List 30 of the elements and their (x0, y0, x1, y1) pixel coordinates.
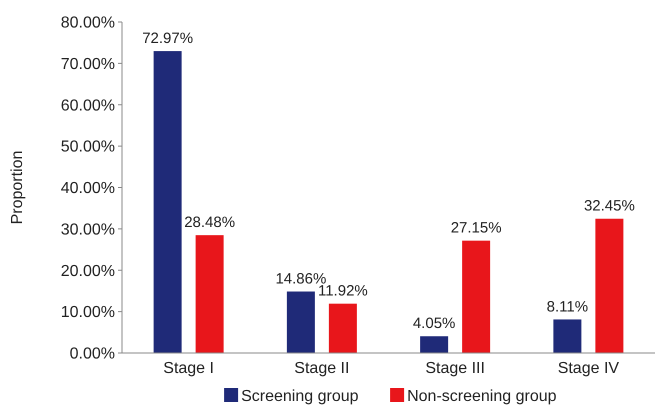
x-tick-label: Stage III (425, 360, 485, 377)
bar (553, 319, 582, 353)
data-label: 32.45% (584, 198, 635, 215)
y-tick-label: 80.00% (60, 14, 115, 32)
y-axis-title: Proportion (9, 150, 26, 224)
y-tick-label: 20.00% (60, 262, 115, 280)
bar (154, 51, 182, 353)
y-tick-label: 60.00% (60, 97, 115, 114)
data-label: 27.15% (450, 220, 502, 237)
y-tick-label: 30.00% (60, 221, 115, 238)
bar (196, 235, 224, 353)
legend-label: Screening group (241, 388, 359, 405)
x-tick-label: Stage IV (558, 360, 620, 377)
y-tick-label: 0.00% (70, 346, 115, 363)
legend-label: Non-screening group (407, 388, 557, 405)
y-tick-label: 50.00% (60, 138, 115, 156)
data-label: 28.48% (184, 214, 236, 232)
bar (420, 336, 448, 353)
x-tick-label: Stage II (294, 360, 350, 377)
data-label: 4.05% (412, 315, 456, 332)
bar (328, 304, 357, 353)
x-tick-label: Stage I (163, 360, 214, 377)
data-label: 8.11% (546, 298, 588, 316)
bar (462, 240, 490, 353)
y-tick-label: 70.00% (60, 56, 115, 73)
bar (286, 292, 315, 353)
y-tick-label: 10.00% (60, 304, 115, 322)
y-tick-label: 40.00% (60, 180, 115, 198)
data-label: 72.97% (142, 30, 194, 48)
bar (595, 218, 624, 353)
